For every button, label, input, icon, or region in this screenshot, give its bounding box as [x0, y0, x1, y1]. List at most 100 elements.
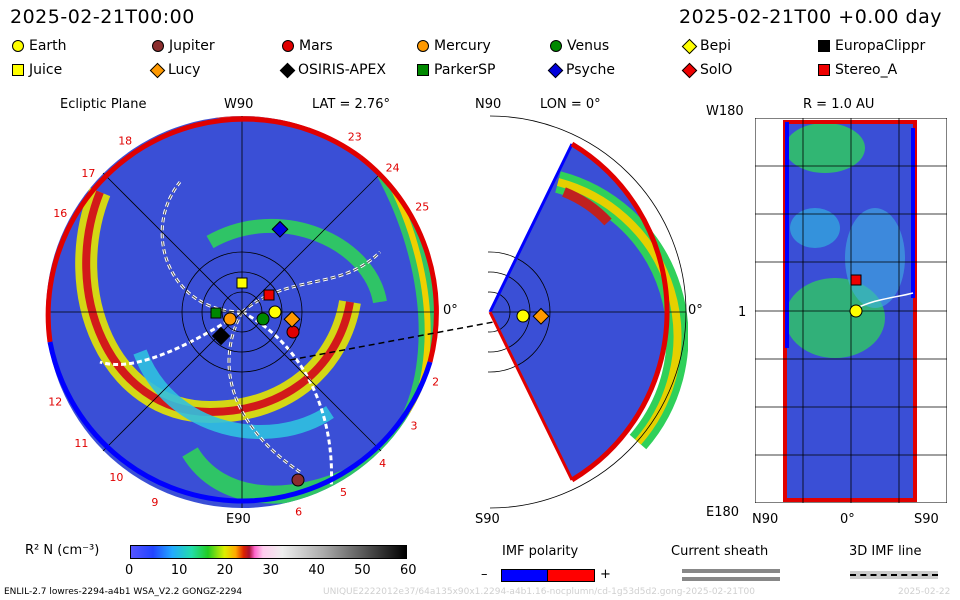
- legend-item-mars: Mars: [282, 38, 333, 54]
- osiris-apex-marker: [211, 326, 231, 346]
- psyche-marker: [271, 220, 289, 238]
- imf-positive-swatch: [547, 569, 595, 582]
- legend-label: Earth: [29, 38, 67, 54]
- footer-model-info: ENLIL-2.7 lowres-2294-a4b1 WSA_V2.2 GONG…: [4, 587, 243, 597]
- ecliptic-top-label: W90: [224, 97, 254, 112]
- jupiter-marker: [291, 473, 305, 487]
- imf-plus-label: +: [600, 567, 611, 582]
- legend-item-stereo-a: Stereo_A: [818, 62, 897, 78]
- imf-polarity-rim-positive: [358, 155, 439, 363]
- rmap-x-mid-label: 0°: [840, 512, 855, 527]
- imf-negative-swatch: [501, 569, 549, 582]
- meridional-right-label: 0°: [688, 303, 703, 318]
- legend-label: Lucy: [168, 62, 201, 78]
- r-1au-map-plot: [755, 118, 947, 503]
- ecliptic-title: Ecliptic Plane: [60, 97, 147, 112]
- parker-sp-marker: [210, 307, 222, 319]
- meridional-title: LON = 0°: [540, 97, 601, 112]
- solar-wind-arm: [133, 349, 334, 439]
- meridional-plane-plot: [488, 115, 688, 509]
- current-sheath-sample: [682, 569, 780, 573]
- legend-symbol-diamond: [681, 62, 698, 78]
- legend-item-europaclippr: EuropaClippr: [818, 38, 925, 54]
- rotation-number: 12: [48, 396, 62, 409]
- legend-label: Venus: [567, 38, 610, 54]
- legend-symbol-diamond: [681, 38, 698, 54]
- ecliptic-bottom-label: E90: [226, 512, 251, 527]
- legend-item-jupiter: Jupiter: [152, 38, 215, 54]
- rotation-number: 23: [348, 131, 362, 144]
- legend-label: Jupiter: [169, 38, 215, 54]
- colorbar-tick-label: 60: [400, 563, 417, 578]
- legend-item-bepi: Bepi: [681, 38, 731, 54]
- footer-run-id: UNIQUE2222012e37/64a135x90x1.2294-a4b1.1…: [323, 587, 755, 597]
- rotation-number: 25: [415, 200, 429, 213]
- rotation-number: 18: [118, 135, 132, 148]
- colorbar-tick-label: 0: [125, 563, 134, 578]
- legend-label: ParkerSP: [434, 62, 496, 78]
- imf3d-title: 3D IMF line: [849, 544, 922, 559]
- legend-symbol-circle: [282, 40, 294, 52]
- ecliptic-right-label: 0°: [443, 303, 458, 318]
- stereo-a-marker: [850, 274, 862, 286]
- rotation-number: 16: [53, 207, 67, 220]
- solar-wind-arm: [206, 219, 387, 304]
- legend-symbol-square: [417, 64, 429, 76]
- ecliptic-grid: [46, 116, 438, 508]
- legend-label: Bepi: [700, 38, 731, 54]
- colorbar-tick-label: 20: [216, 563, 234, 578]
- legend-symbol-diamond: [547, 62, 564, 78]
- ecliptic-plane-plot: 23 24 25 18 17 16 12 11 10 9 6 5 4 3 2: [45, 116, 439, 517]
- earth-connector-line: [290, 317, 516, 361]
- timestamp-right: 2025-02-21T00 +0.00 day: [679, 6, 942, 28]
- imf-line: [99, 310, 243, 367]
- current-sheath-title: Current sheath: [671, 544, 769, 559]
- juice-marker: [236, 277, 248, 289]
- legend-symbol-square: [818, 40, 830, 52]
- legend-item-osiris-apex: OSIRIS-APEX: [279, 62, 386, 78]
- imf-polarity-rim-positive: [45, 116, 362, 343]
- legend-symbol-diamond: [279, 62, 296, 78]
- rotation-number: 17: [81, 167, 95, 180]
- meridional-top-label: N90: [475, 97, 502, 112]
- legend-item-lucy: Lucy: [149, 62, 201, 78]
- mercury-marker: [223, 312, 237, 326]
- colorbar-label: R² N (cm⁻³): [25, 543, 100, 558]
- legend-label: SolO: [700, 62, 733, 78]
- meridional-front-peak: [562, 187, 612, 226]
- stereo-a-marker: [263, 289, 275, 301]
- legend-item-parkersp: ParkerSP: [417, 62, 495, 78]
- legend-label: Stereo_A: [835, 62, 898, 78]
- legend-item-earth: Earth: [12, 38, 67, 54]
- legend-symbol-circle: [152, 40, 164, 52]
- rmap-bottom-left-label: E180: [706, 505, 740, 520]
- earth-marker: [268, 305, 282, 319]
- spacecraft-legend: Earth Jupiter Mars Mercury Venus Bepi EuropaCl…: [12, 38, 947, 82]
- colorbar-tick-label: 30: [262, 563, 280, 578]
- legend-symbol-circle: [12, 40, 24, 52]
- legend-symbol-circle: [550, 40, 562, 52]
- rotation-number: 2: [432, 375, 439, 388]
- legend-item-solo: SolO: [681, 62, 733, 78]
- rotation-number: 24: [386, 162, 400, 175]
- legend-label: Mercury: [434, 38, 491, 54]
- current-sheath-sample-2: [682, 577, 780, 581]
- carrington-rotation-labels: 23 24 25 18 17 16 12 11 10 9 6 5 4 3 2: [48, 131, 439, 517]
- legend-symbol-diamond: [149, 62, 166, 78]
- rmap-mid-label: 1: [738, 305, 747, 320]
- imf3d-sample: [850, 574, 938, 576]
- colorbar-tick-label: 50: [354, 563, 371, 578]
- density-colorbar: [130, 545, 407, 559]
- rotation-number: 10: [109, 471, 123, 484]
- rotation-number: 4: [379, 457, 386, 470]
- meridional-front-core: [556, 178, 682, 445]
- lucy-marker: [283, 310, 301, 328]
- rmap-top-left-label: W180: [706, 104, 744, 119]
- legend-symbol-circle: [417, 40, 429, 52]
- rotation-number: 5: [340, 486, 347, 499]
- legend-label: Juice: [29, 62, 63, 78]
- lucy-marker: [532, 307, 550, 325]
- rmap-title: R = 1.0 AU: [803, 97, 875, 112]
- rmap-x-right-label: S90: [914, 512, 939, 527]
- rotation-number: 6: [295, 505, 302, 517]
